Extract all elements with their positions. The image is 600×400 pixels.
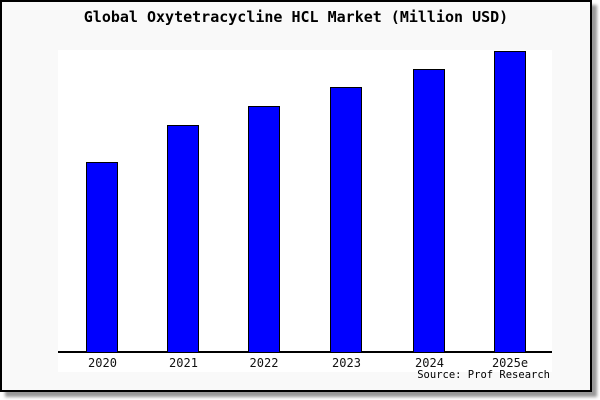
source-credit: Source: Prof Research — [417, 369, 550, 381]
x-tick-label-2021: 2021 — [169, 356, 198, 370]
bar-2020 — [86, 162, 118, 352]
x-tick-label-2025e: 2025e — [491, 356, 529, 370]
plot-area — [58, 50, 552, 372]
x-tick-label-2020: 2020 — [88, 356, 117, 370]
x-tick-label-2024: 2024 — [415, 356, 444, 370]
bar-2025e — [493, 51, 526, 352]
x-tick-label-2022: 2022 — [249, 356, 279, 370]
chart-frame: Global Oxytetracycline HCL Market (Milli… — [0, 0, 592, 392]
chart-title: Global Oxytetracycline HCL Market (Milli… — [83, 8, 509, 26]
x-axis-line — [58, 351, 552, 353]
x-tick-label-2023: 2023 — [332, 356, 361, 370]
bar-2022 — [247, 106, 280, 352]
bar-2023 — [330, 87, 362, 352]
bar-2021 — [167, 125, 199, 352]
bar-2024 — [413, 69, 445, 352]
